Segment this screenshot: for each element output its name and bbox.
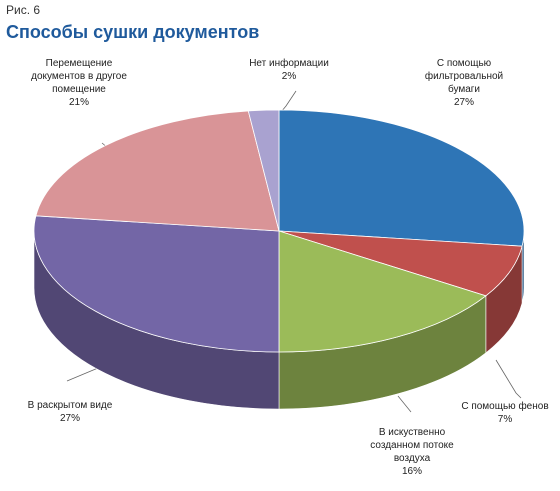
pie-slice-4 <box>35 110 280 232</box>
pie-sides <box>33 230 525 410</box>
slice-label-airflow: В искуственно созданном потоке воздуха 1… <box>370 427 454 477</box>
pie-top <box>33 109 525 353</box>
leader-line-3 <box>397 395 412 413</box>
slice-label-moving-room: Перемещение документов в другое помещени… <box>31 58 127 108</box>
pie-slice-1 <box>278 230 523 297</box>
pie-slice-2 <box>278 230 487 353</box>
leader-line-0 <box>280 90 297 113</box>
slice-label-open-form: В раскрытом виде 27% <box>27 400 113 424</box>
slice-label-hair-dryers: С помощью фенов 7% <box>461 401 549 425</box>
figure-label: Рис. 6 <box>6 3 41 17</box>
pie-slice-5 <box>247 109 280 232</box>
leader-line-4 <box>495 359 522 399</box>
chart-title: Способы сушки документов <box>6 22 260 42</box>
pie-slice-3 <box>33 215 280 353</box>
slice-label-no-info: Нет информации 2% <box>249 58 329 82</box>
pie-slice-0 <box>278 109 525 247</box>
slice-label-filter-paper: С помощью фильтровальной бумаги 27% <box>424 58 504 108</box>
